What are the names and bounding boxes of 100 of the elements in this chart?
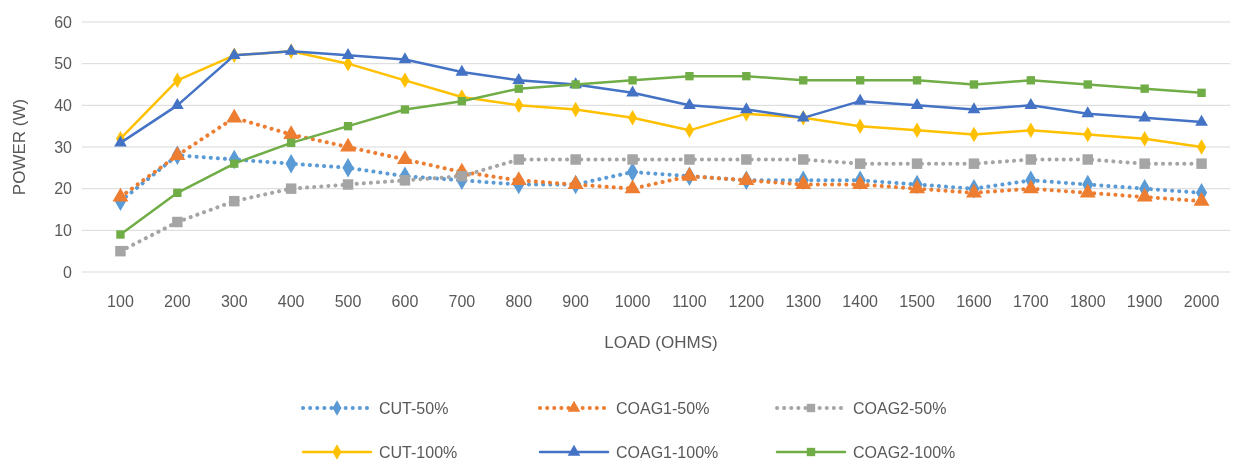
point — [1140, 84, 1149, 93]
point — [855, 76, 865, 85]
point — [798, 154, 809, 165]
point — [739, 102, 753, 114]
point — [342, 179, 354, 190]
point — [457, 96, 467, 106]
y-tick-label: 50 — [54, 55, 73, 73]
x-tick-label: 1200 — [728, 293, 765, 310]
point — [910, 97, 924, 109]
point — [455, 64, 469, 76]
point — [227, 47, 241, 59]
point — [1083, 80, 1092, 89]
point — [283, 125, 300, 140]
point — [226, 108, 243, 123]
point — [1082, 154, 1093, 165]
x-tick-label: 1600 — [956, 293, 992, 310]
point — [398, 52, 412, 64]
x-tick-label: 100 — [107, 293, 134, 310]
point — [340, 137, 357, 152]
x-tick-label: 1400 — [842, 293, 879, 310]
point — [1079, 183, 1096, 198]
point — [456, 170, 468, 182]
point — [1197, 88, 1206, 98]
point — [229, 195, 240, 207]
y-tick-label: 0 — [63, 263, 73, 281]
legend-label: COAG1-50% — [616, 399, 710, 417]
x-tick-label: 400 — [277, 293, 305, 310]
legend-label: CUT-100% — [379, 443, 458, 461]
point — [286, 138, 296, 148]
point — [343, 121, 353, 131]
point — [685, 71, 694, 81]
point — [969, 80, 979, 89]
x-tick-label: 2000 — [1183, 293, 1220, 310]
legend-label: COAG2-50% — [853, 399, 947, 417]
point — [796, 110, 810, 122]
point — [116, 230, 125, 239]
point — [624, 179, 641, 194]
point — [909, 179, 926, 194]
point — [172, 216, 183, 228]
point — [170, 97, 184, 109]
point — [1024, 97, 1038, 109]
point — [799, 76, 808, 85]
point — [285, 183, 297, 194]
x-tick-label: 1500 — [899, 293, 935, 310]
x-tick-label: 1900 — [1126, 293, 1163, 310]
x-tick-label: 500 — [334, 293, 362, 310]
x-tick-label: 800 — [505, 293, 533, 310]
point — [965, 183, 982, 198]
point — [1196, 158, 1207, 169]
point — [513, 154, 524, 165]
point — [284, 43, 298, 55]
x-tick-label: 1800 — [1069, 293, 1106, 310]
point — [628, 76, 637, 85]
point — [742, 71, 751, 81]
point — [683, 97, 696, 109]
point — [1025, 154, 1037, 165]
point — [626, 85, 639, 97]
y-tick-label: 20 — [54, 180, 73, 198]
point — [1026, 76, 1036, 85]
x-axis-title: LOAD (OHMS) — [604, 333, 718, 352]
y-tick-label: 40 — [54, 96, 73, 114]
point — [169, 146, 186, 160]
point — [396, 150, 413, 165]
point — [570, 154, 581, 165]
legend-label: COAG1-100% — [616, 443, 719, 461]
point — [912, 76, 922, 85]
point — [968, 158, 980, 169]
x-tick-label: 300 — [220, 293, 248, 310]
point — [852, 175, 869, 190]
x-tick-label: 200 — [164, 293, 191, 310]
x-tick-label: 1700 — [1013, 293, 1049, 310]
y-axis-title: POWER (W) — [10, 98, 29, 196]
point — [1139, 158, 1150, 169]
point — [510, 171, 527, 185]
x-tick-label: 600 — [391, 293, 419, 310]
point — [341, 47, 355, 59]
y-tick-label: 60 — [54, 13, 73, 31]
x-tick-label: 900 — [562, 293, 590, 310]
x-tick-label: 1000 — [614, 293, 651, 310]
x-tick-label: 700 — [448, 293, 476, 310]
legend-label: COAG2-100% — [853, 443, 956, 461]
point — [741, 154, 752, 165]
point — [853, 93, 867, 105]
y-tick-label: 30 — [54, 138, 73, 156]
point — [1081, 106, 1095, 118]
point — [738, 171, 755, 185]
point — [911, 158, 923, 169]
x-tick-label: 1300 — [785, 293, 822, 310]
legend-label: CUT-50% — [379, 399, 449, 417]
point — [567, 175, 584, 190]
point — [173, 188, 182, 198]
point — [684, 154, 695, 165]
point — [627, 154, 638, 165]
y-tick-label: 10 — [54, 221, 73, 239]
point — [115, 245, 126, 257]
point — [400, 105, 410, 114]
point — [967, 102, 981, 114]
point — [854, 158, 866, 169]
point — [1138, 110, 1152, 122]
point — [1022, 179, 1039, 194]
